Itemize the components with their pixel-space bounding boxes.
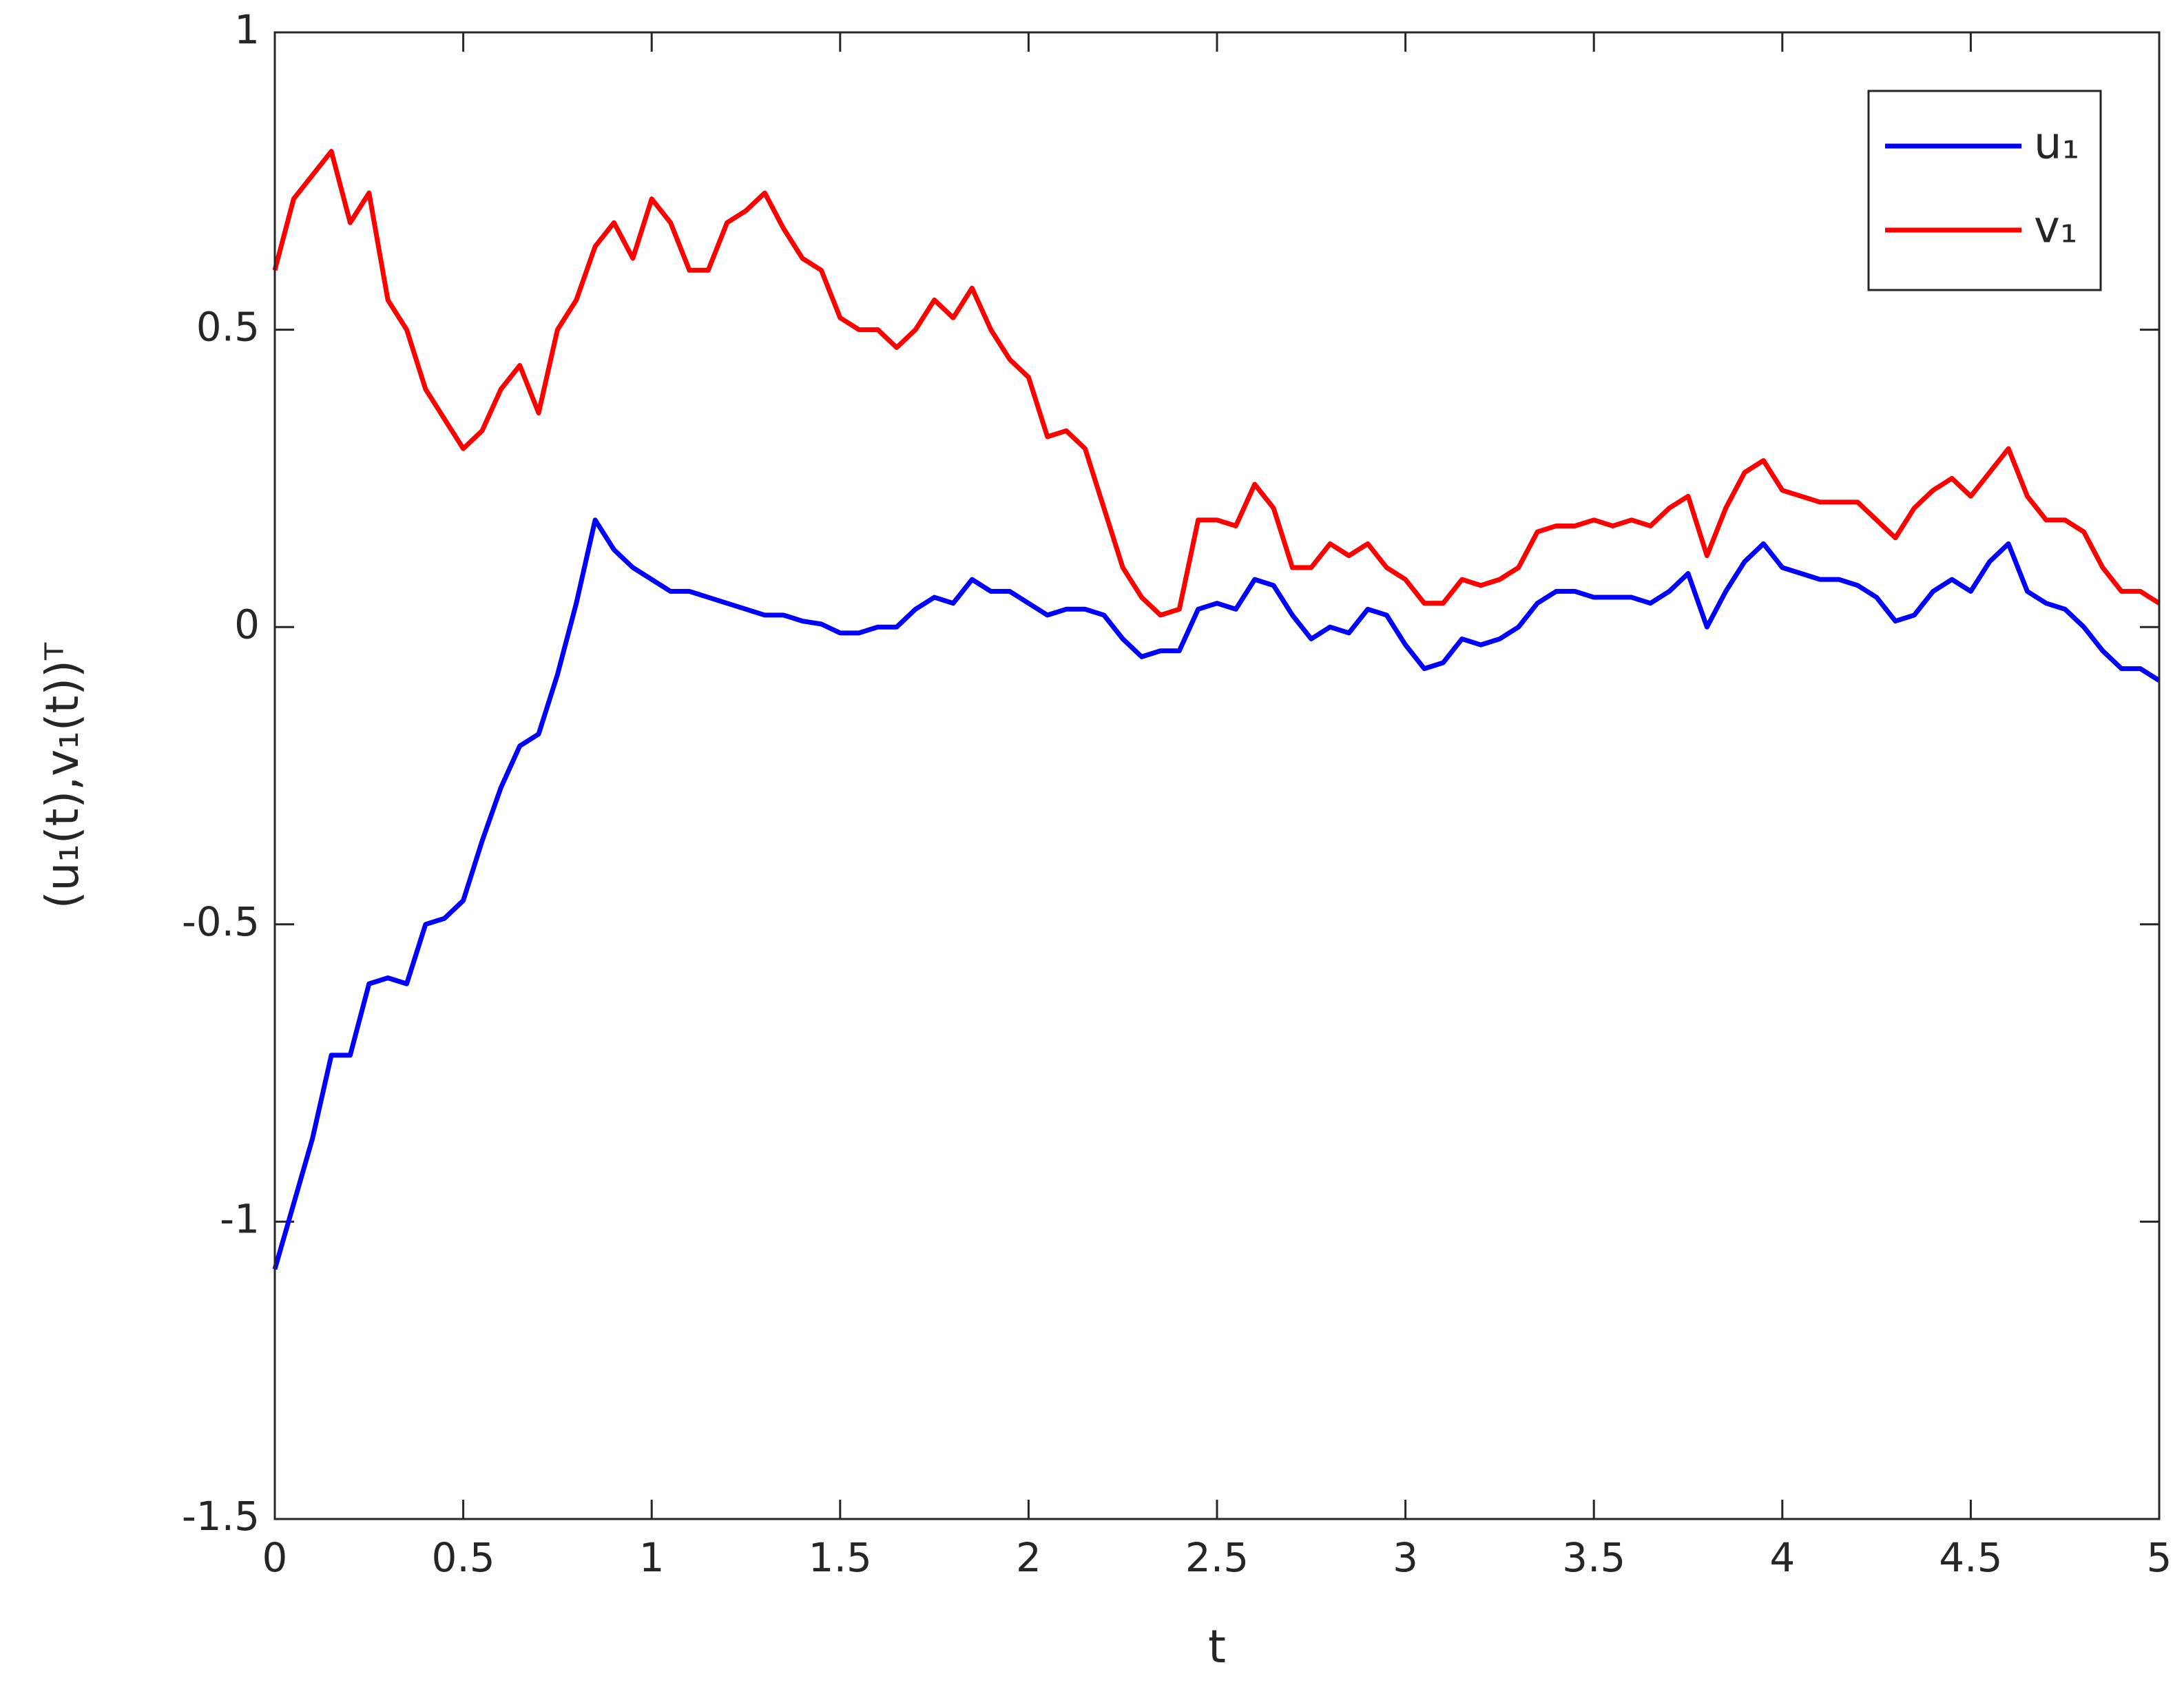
y-tick-label: -1.5 [182,1493,260,1540]
y-tick-label: -1 [220,1196,260,1243]
x-tick-label: 5 [2147,1534,2172,1581]
x-tick-label: 2.5 [1185,1534,1249,1581]
x-tick-label: 1 [639,1534,665,1581]
x-tick-label: 4 [1769,1534,1795,1581]
x-tick-label: 3 [1393,1534,1418,1581]
legend-label: u₁ [2034,118,2079,169]
x-tick-label: 3.5 [1562,1534,1625,1581]
y-axis-label: (u₁(t),v₁(t))ᵀ [36,642,89,909]
y-tick-label: 1 [234,6,260,53]
x-tick-label: 0.5 [431,1534,495,1581]
x-tick-label: 1.5 [809,1534,872,1581]
x-tick-label: 4.5 [1939,1534,2002,1581]
y-tick-label: 0.5 [196,304,260,351]
series-line [272,149,2161,618]
x-axis-label: t [1208,1620,1226,1673]
plot-area [275,32,2159,1519]
y-tick-label: -0.5 [182,898,260,945]
legend-box [1867,90,2102,291]
series-line [272,517,2161,1270]
x-tick-label: 2 [1016,1534,1041,1581]
y-tick-label: 0 [234,601,260,648]
legend-label: v₁ [2034,203,2078,254]
x-tick-label: 0 [262,1534,288,1581]
axes-box [273,31,2161,1520]
